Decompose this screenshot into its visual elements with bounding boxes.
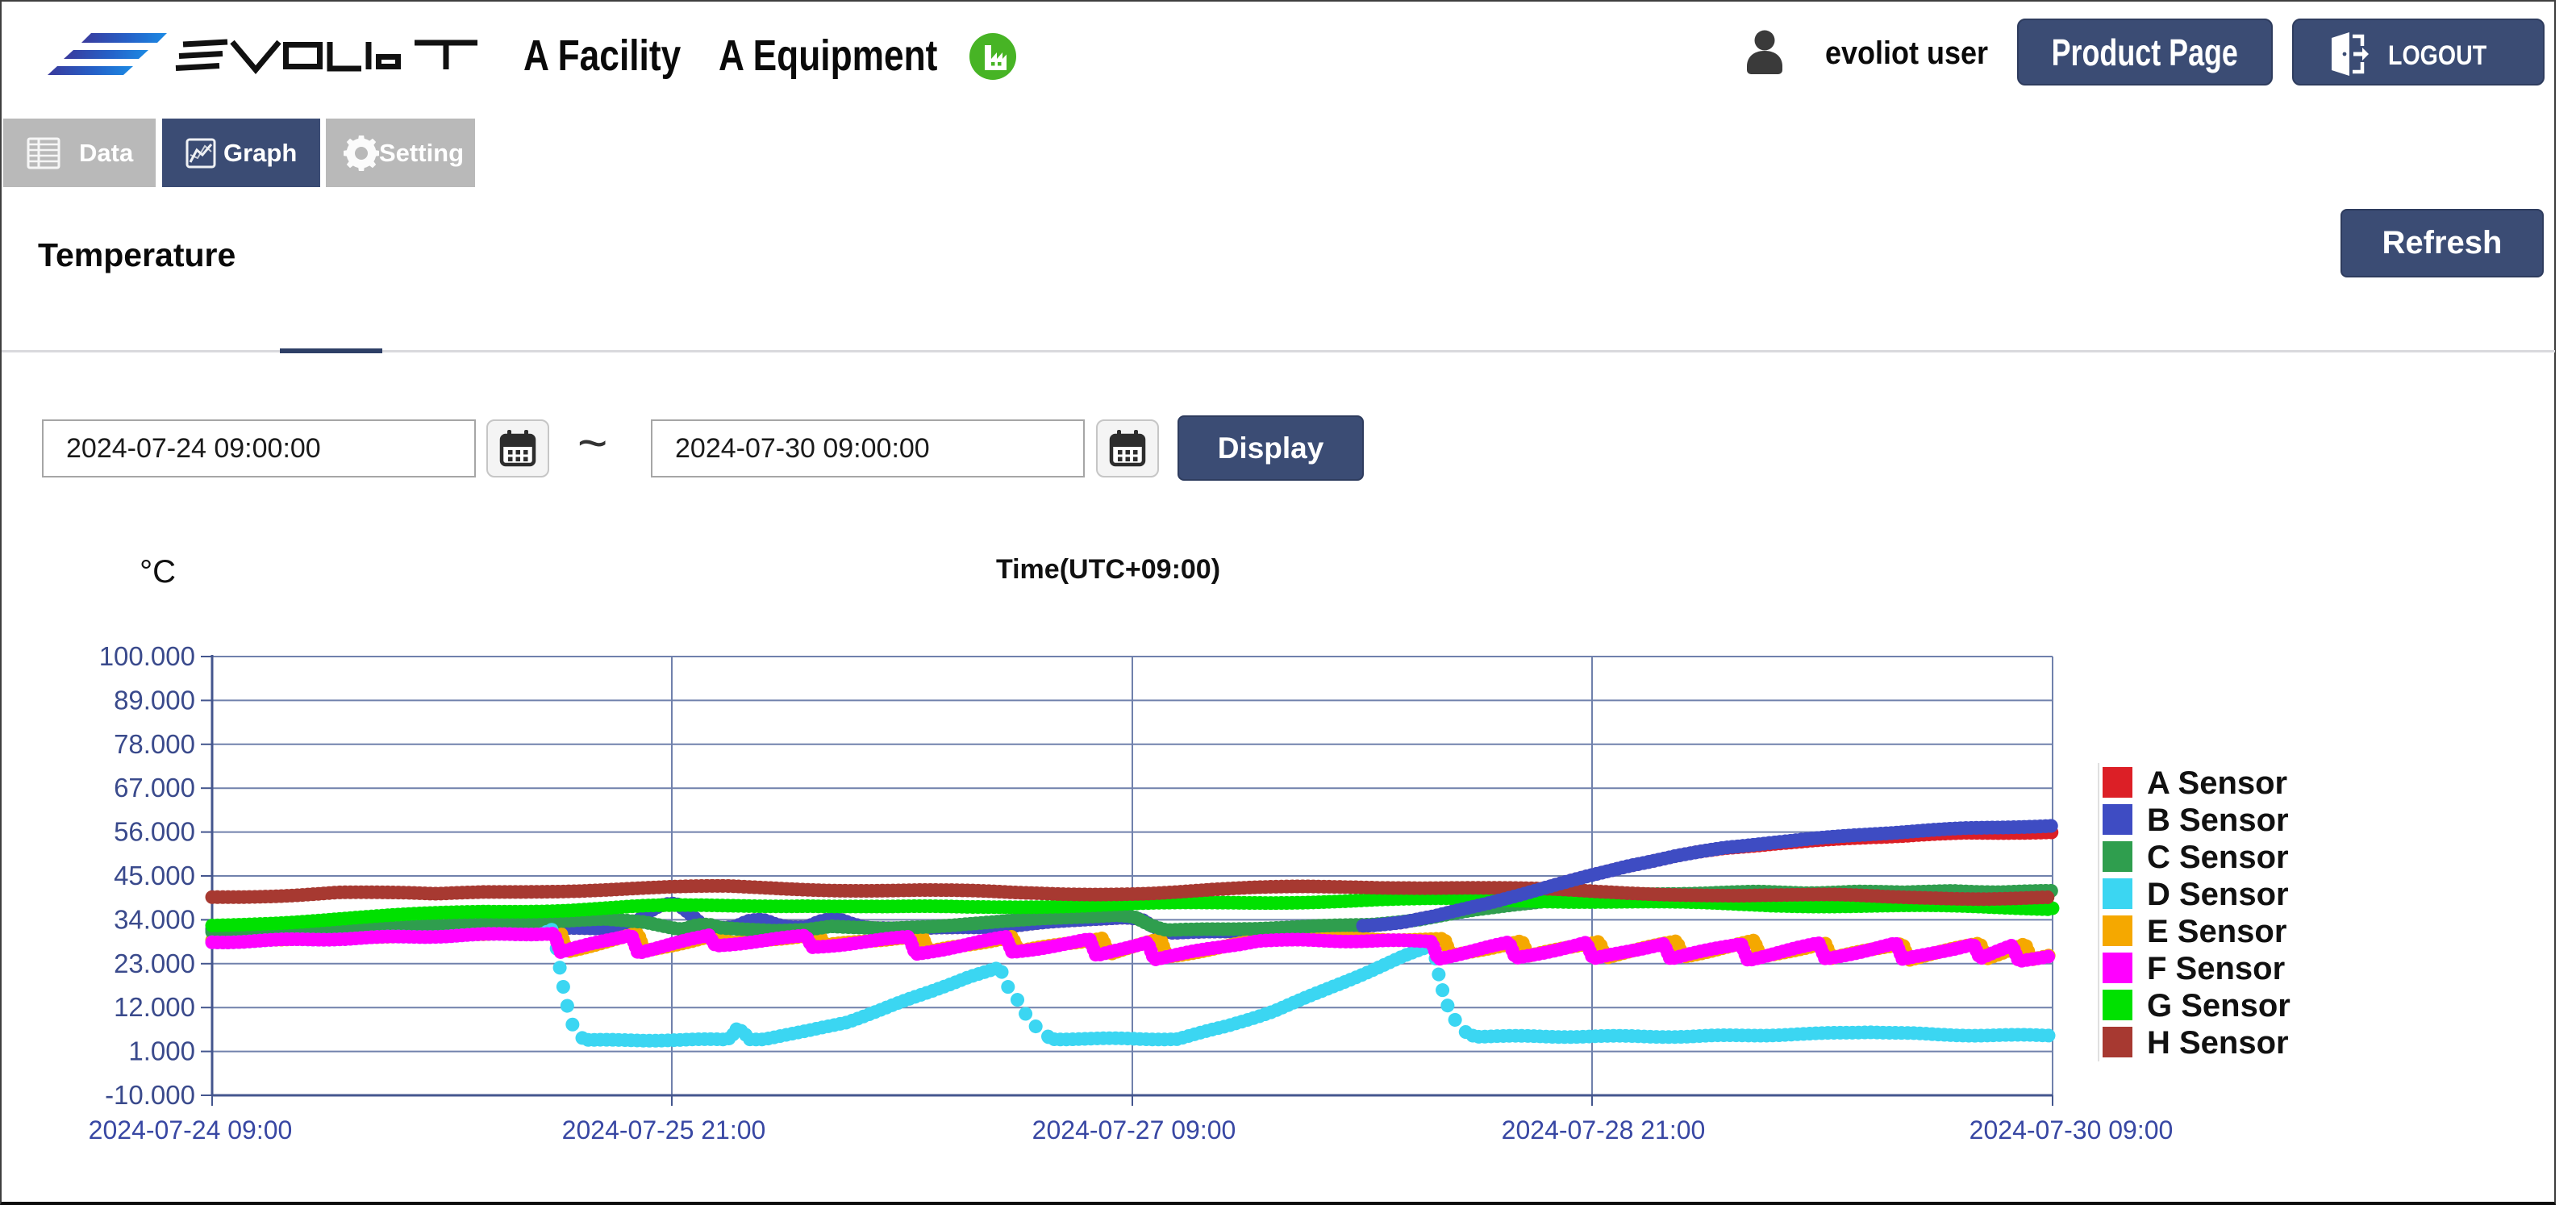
svg-text:E Sensor: E Sensor <box>2147 914 2286 949</box>
svg-text:2024-07-27 09:00: 2024-07-27 09:00 <box>1032 1115 1236 1145</box>
svg-text:2024-07-30 09:00: 2024-07-30 09:00 <box>1970 1115 2174 1145</box>
svg-text:1.000: 1.000 <box>128 1036 195 1066</box>
svg-text:34.000: 34.000 <box>114 904 195 934</box>
svg-text:C Sensor: C Sensor <box>2147 840 2289 875</box>
svg-text:2024-07-28 21:00: 2024-07-28 21:00 <box>1502 1115 1706 1145</box>
svg-text:2024-07-24 09:00: 2024-07-24 09:00 <box>89 1115 293 1145</box>
svg-text:100.000: 100.000 <box>99 641 195 671</box>
svg-text:56.000: 56.000 <box>114 817 195 847</box>
svg-text:12.000: 12.000 <box>114 992 195 1022</box>
svg-text:-10.000: -10.000 <box>105 1080 195 1110</box>
svg-text:D Sensor: D Sensor <box>2147 877 2289 912</box>
svg-text:23.000: 23.000 <box>114 949 195 978</box>
svg-text:78.000: 78.000 <box>114 729 195 759</box>
svg-text:45.000: 45.000 <box>114 861 195 890</box>
svg-text:67.000: 67.000 <box>114 773 195 803</box>
svg-text:2024-07-25 21:00: 2024-07-25 21:00 <box>562 1115 766 1145</box>
svg-text:F Sensor: F Sensor <box>2147 951 2285 986</box>
svg-text:B Sensor: B Sensor <box>2147 803 2289 838</box>
svg-text:H Sensor: H Sensor <box>2147 1025 2289 1061</box>
svg-text:°C: °C <box>140 554 176 590</box>
svg-text:A Sensor: A Sensor <box>2147 765 2287 801</box>
svg-text:G Sensor: G Sensor <box>2147 988 2290 1024</box>
svg-text:Time(UTC+09:00): Time(UTC+09:00) <box>996 554 1220 585</box>
svg-text:89.000: 89.000 <box>114 685 195 715</box>
